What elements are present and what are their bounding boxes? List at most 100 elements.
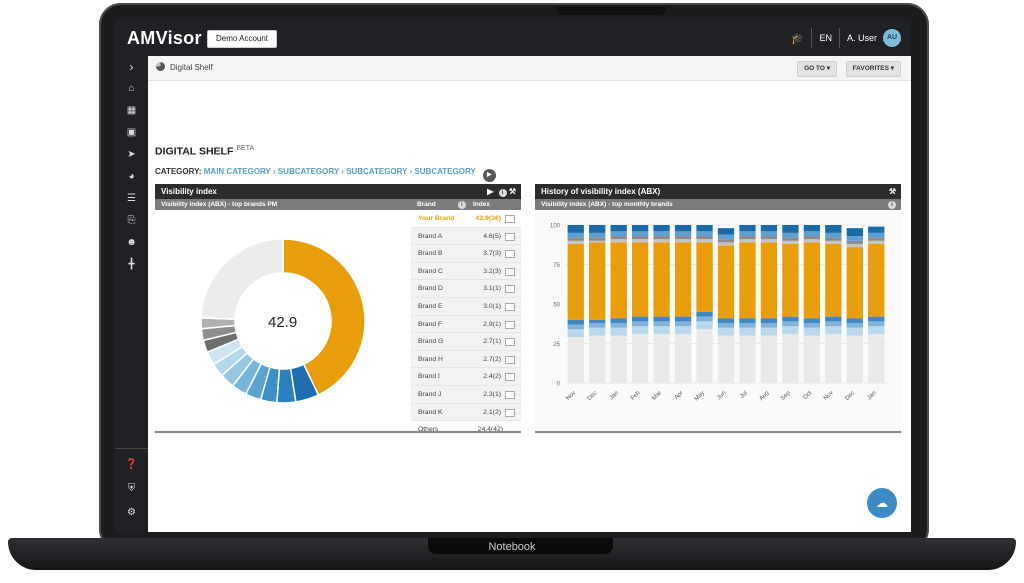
bar-segment[interactable] (653, 239, 670, 243)
bar-segment[interactable] (589, 242, 606, 320)
bar-segment[interactable] (868, 326, 885, 335)
rocket-icon[interactable]: ➤ (127, 149, 136, 160)
table-row[interactable]: Others 24.4(42) (411, 421, 521, 438)
bar-segment[interactable] (696, 321, 713, 330)
favorites-dropdown[interactable]: FAVORITES ▾ (845, 61, 901, 77)
mini-chart-icon[interactable] (505, 250, 515, 259)
bar-segment[interactable] (653, 334, 670, 383)
bar-segment[interactable] (631, 242, 649, 317)
bar-segment[interactable] (782, 240, 799, 244)
donut-slice-others[interactable] (200, 238, 284, 320)
bar-segment[interactable] (803, 335, 821, 383)
bar-segment[interactable] (674, 225, 692, 232)
bar-segment[interactable] (782, 321, 799, 327)
table-row[interactable]: Brand B 3.7(3) (411, 245, 521, 263)
bar-segment[interactable] (610, 242, 627, 319)
bar-segment[interactable] (760, 322, 778, 328)
info-icon[interactable]: i (457, 201, 466, 209)
table-row[interactable]: Brand I 2.4(2) (411, 368, 521, 386)
bar-segment[interactable] (803, 242, 821, 319)
bar-segment[interactable] (717, 322, 735, 328)
graduation-cap-icon[interactable]: 🎓 (790, 32, 805, 45)
bar-segment[interactable] (803, 236, 821, 240)
bar-segment[interactable] (696, 236, 713, 240)
bar-segment[interactable] (803, 318, 821, 323)
table-row[interactable]: Brand G 2.7(1) (411, 333, 521, 351)
bar-segment[interactable] (610, 225, 627, 232)
mini-chart-icon[interactable] (505, 408, 515, 417)
table-row[interactable]: Brand H 2.7(2) (411, 350, 521, 369)
mini-chart-icon[interactable] (505, 302, 515, 311)
bar-segment[interactable] (717, 318, 735, 323)
home-icon[interactable]: ⌂ (128, 83, 135, 94)
bar-segment[interactable] (567, 225, 584, 233)
goto-dropdown[interactable]: GO TO ▾ (797, 61, 837, 77)
mini-chart-icon[interactable] (505, 355, 515, 364)
bar-segment[interactable] (760, 335, 778, 383)
bar-segment[interactable] (825, 326, 842, 335)
pie-chart-icon[interactable]: ◕ (128, 171, 135, 182)
bar-segment[interactable] (868, 232, 885, 238)
bar-segment[interactable] (653, 236, 670, 240)
bar-segment[interactable] (717, 234, 735, 240)
bar-segment[interactable] (717, 327, 735, 336)
bar-segment[interactable] (846, 322, 863, 328)
wrench-icon[interactable]: ⚒ (508, 187, 516, 196)
bar-segment[interactable] (567, 232, 584, 238)
bar-segment[interactable] (567, 243, 584, 320)
bar-segment[interactable] (803, 327, 821, 336)
bar-segment[interactable] (739, 322, 756, 328)
bar-segment[interactable] (717, 239, 735, 243)
mini-chart-icon[interactable] (505, 390, 515, 399)
bar-segment[interactable] (674, 239, 692, 243)
bar-segment[interactable] (696, 242, 713, 312)
mini-chart-icon[interactable] (505, 267, 515, 276)
bar-segment[interactable] (760, 236, 778, 240)
bar-segment[interactable] (803, 239, 821, 243)
bar-segment[interactable] (825, 232, 842, 238)
gear-icon[interactable]: ⚙ (127, 507, 136, 518)
bar-segment[interactable] (803, 322, 821, 328)
bar-segment[interactable] (674, 231, 692, 237)
info-icon[interactable]: i (498, 189, 507, 197)
bar-segment[interactable] (589, 335, 606, 383)
bar-segment[interactable] (739, 239, 756, 243)
bar-segment[interactable] (653, 242, 670, 317)
bar-segment[interactable] (567, 329, 584, 338)
shield-icon[interactable]: ⛨ (127, 483, 136, 494)
bar-segment[interactable] (739, 335, 756, 383)
bar-segment[interactable] (653, 316, 670, 322)
bar-segment[interactable] (674, 316, 692, 322)
breadcrumb-label[interactable]: Digital Shelf (170, 63, 213, 72)
bar-segment[interactable] (846, 318, 863, 323)
bar-segment[interactable] (868, 316, 885, 322)
bar-segment[interactable] (825, 316, 842, 322)
bar-segment[interactable] (589, 237, 606, 241)
bar-segment[interactable] (825, 334, 842, 383)
bar-segment[interactable] (868, 240, 885, 244)
bar-segment[interactable] (868, 334, 885, 383)
bar-segment[interactable] (868, 237, 885, 241)
donut-slice-your-brand[interactable] (282, 238, 366, 396)
bar-segment[interactable] (631, 236, 649, 240)
bar-segment[interactable] (825, 321, 842, 327)
bar-segment[interactable] (868, 226, 885, 233)
bar-segment[interactable] (696, 231, 713, 237)
bar-segment[interactable] (846, 240, 863, 244)
bar-segment[interactable] (825, 225, 842, 233)
bar-segment[interactable] (760, 225, 778, 232)
video-camera-icon[interactable]: ▶ (482, 169, 496, 182)
bar-segment[interactable] (739, 318, 756, 323)
bar-segment[interactable] (610, 327, 627, 336)
mini-chart-icon[interactable] (505, 373, 515, 382)
bar-segment[interactable] (567, 337, 584, 383)
bar-segment[interactable] (717, 228, 735, 235)
mini-chart-icon[interactable] (505, 285, 515, 294)
chat-button[interactable]: ☁ (867, 488, 897, 518)
app-logo[interactable]: AMVisor (127, 28, 202, 48)
bar-segment[interactable] (610, 322, 627, 328)
table-row[interactable]: Brand E 3.0(1) (411, 297, 521, 316)
bar-segment[interactable] (760, 231, 778, 237)
table-row[interactable]: Your Brand 42.9(36) (411, 210, 521, 228)
bar-segment[interactable] (674, 326, 692, 335)
